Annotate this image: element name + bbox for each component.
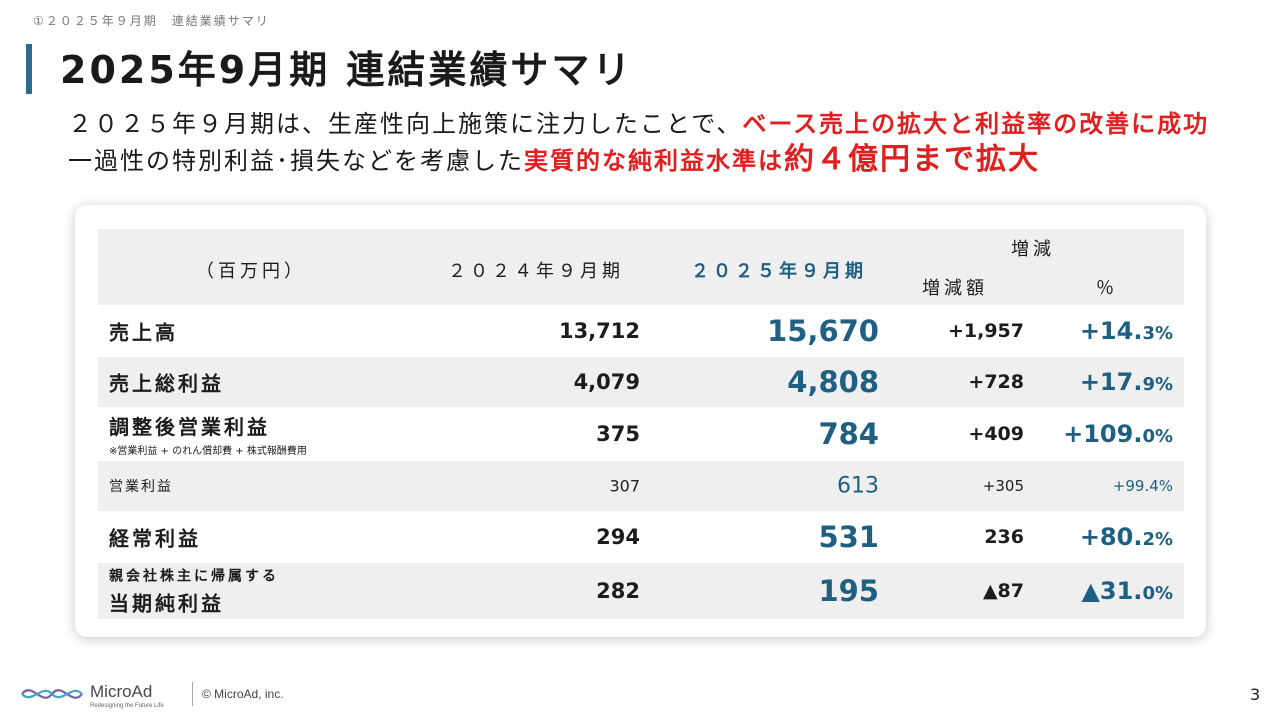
table-row: 親会社株主に帰属する当期純利益 282 195 ▲87 ▲31.0%	[98, 563, 1184, 619]
lead-line-1-text: ２０２５年９月期は、生産性向上施策に注力したことで、	[68, 110, 743, 138]
row-label: 営業利益	[109, 479, 173, 495]
value-fy2025: 613	[837, 473, 879, 499]
header-fy2025: ２０２５年９月期	[691, 261, 867, 282]
lead-line-1: ２０２５年９月期は、生産性向上施策に注力したことで、ベース売上の拡大と利益率の改…	[68, 107, 1209, 141]
logo-text: MicroAd	[90, 682, 152, 701]
breadcrumb: ①２０２５年９月期 連結業績サマリ	[33, 14, 270, 28]
table-row: 営業利益 307 613 +305 +99.4%	[98, 461, 1184, 511]
value-pct: +14.3%	[1080, 317, 1173, 345]
header-change-pct: ％	[1096, 278, 1118, 299]
value-fy2025: 784	[818, 417, 879, 451]
pct-main: +80.	[1079, 523, 1143, 551]
pct-decimal: 3%	[1142, 323, 1173, 344]
table-header: （百万円） ２０２４年９月期 ２０２５年９月期 増減 増減額 ％	[98, 229, 1184, 305]
row-note: ※営業利益 + のれん償却費 + 株式報酬費用	[109, 446, 307, 457]
value-pct: ▲31.0%	[1081, 577, 1173, 605]
value-change: 236	[984, 526, 1024, 548]
value-fy2024: 375	[596, 422, 640, 446]
table-row: 売上総利益 4,079 4,808 +728 +17.9%	[98, 357, 1184, 407]
value-fy2025: 15,670	[767, 314, 879, 348]
table-row: 売上高 13,712 15,670 +1,957 +14.3%	[98, 306, 1184, 356]
title-accent-bar	[26, 44, 32, 94]
row-label-prefix: 親会社株主に帰属する	[109, 568, 279, 585]
lead-line-2-text: 一過性の特別利益･損失などを考慮した	[68, 147, 524, 175]
value-fy2024: 13,712	[558, 319, 640, 343]
row-label: 売上総利益	[109, 371, 224, 396]
value-pct: +109.0%	[1063, 420, 1173, 448]
value-change: ▲87	[982, 580, 1024, 602]
lead-line-1-highlight: ベース売上の拡大と利益率の改善に成功	[742, 110, 1210, 138]
row-label: 売上高	[109, 320, 178, 345]
page-number: 3	[1250, 685, 1261, 704]
table-row: 調整後営業利益 ※営業利益 + のれん償却費 + 株式報酬費用 375 784 +…	[98, 408, 1184, 460]
row-label-text: 当期純利益	[109, 591, 224, 616]
page-title: 2025年9月期 連結業績サマリ	[60, 48, 634, 92]
row-label: 親会社株主に帰属する当期純利益	[109, 566, 279, 617]
row-label: 経常利益	[109, 526, 201, 551]
pct-decimal: 0%	[1142, 426, 1173, 447]
row-label: 調整後営業利益 ※営業利益 + のれん償却費 + 株式報酬費用	[109, 411, 307, 457]
value-fy2025: 4,808	[787, 365, 879, 399]
lead-line-2-emphasis: 約４億円まで拡大	[784, 142, 1040, 177]
pct-main: ▲31.	[1081, 577, 1143, 605]
value-fy2025: 195	[818, 574, 879, 608]
pct-main: +14.	[1079, 317, 1143, 345]
value-fy2024: 282	[596, 579, 640, 603]
pct-decimal: 2%	[1142, 529, 1173, 550]
copyright: © MicroAd, inc.	[202, 687, 284, 701]
table-row: 経常利益 294 531 236 +80.2%	[98, 512, 1184, 562]
header-change-amount: 増減額	[922, 278, 988, 299]
header-change: 増減	[1011, 239, 1055, 260]
logo-tagline: Redesigning the Future Life	[90, 703, 164, 709]
microad-logo: MicroAd Redesigning the Future Life	[21, 682, 164, 709]
value-change: +728	[968, 371, 1024, 393]
lead-line-2: 一過性の特別利益･損失などを考慮した実質的な純利益水準は約４億円まで拡大	[68, 143, 1040, 178]
value-fy2024: 307	[609, 476, 640, 496]
pct-decimal: 0%	[1142, 583, 1173, 604]
footer-divider	[192, 682, 193, 706]
value-pct: +80.2%	[1080, 523, 1173, 551]
lead-line-2-highlight: 実質的な純利益水準は	[524, 147, 784, 175]
value-change: +409	[968, 423, 1024, 445]
pct-decimal: 9%	[1142, 374, 1173, 395]
value-pct: +99.4%	[1112, 477, 1173, 495]
value-change: +1,957	[947, 320, 1024, 342]
pct-main: +17.	[1079, 368, 1143, 396]
pct-main: +109.	[1063, 420, 1143, 448]
results-table: （百万円） ２０２４年９月期 ２０２５年９月期 増減 増減額 ％ 売上高 13,…	[98, 229, 1184, 619]
row-label-text: 調整後営業利益	[109, 415, 270, 439]
value-fy2024: 294	[596, 525, 640, 549]
value-fy2025: 531	[818, 520, 879, 554]
value-pct: +17.9%	[1080, 368, 1173, 396]
value-fy2024: 4,079	[573, 370, 640, 394]
value-change: +305	[982, 477, 1024, 495]
header-fy2024: ２０２４年９月期	[448, 261, 624, 282]
unit-label: （百万円）	[196, 261, 306, 282]
